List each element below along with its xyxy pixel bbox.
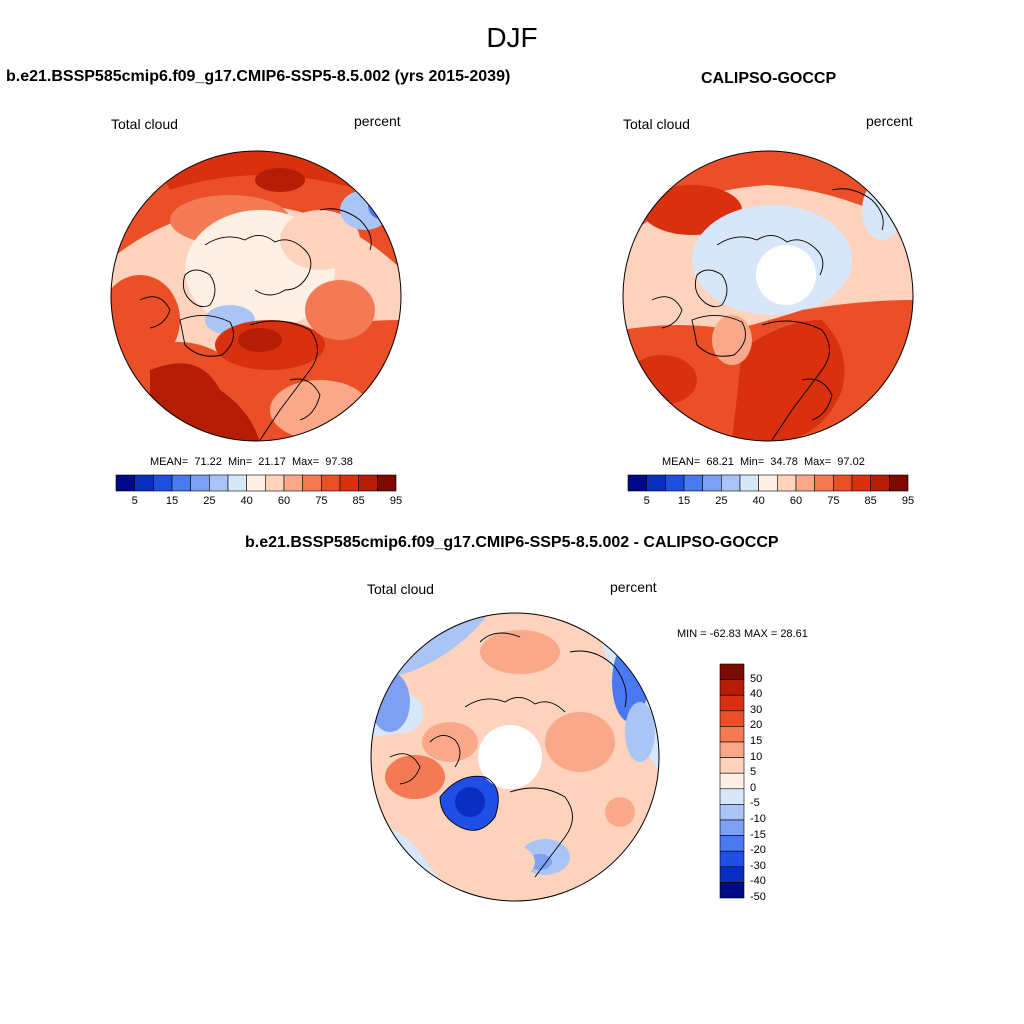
colorbar-box (851, 474, 871, 492)
colorbar-box (339, 474, 359, 492)
panel1-stats: MEAN= 71.22 Min= 21.17 Max= 97.38 (150, 456, 353, 468)
panel2-stats: MEAN= 68.21 Min= 34.78 Max= 97.02 (662, 456, 865, 468)
colorbar-box (265, 474, 285, 492)
colorbar-box (702, 474, 722, 492)
colorbar-tick-label: 0 (750, 781, 757, 794)
colorbar-box (719, 741, 745, 758)
panel3-stats: MIN = -62.83 MAX = 28.61 (677, 628, 808, 640)
colorbar-box (153, 474, 173, 492)
colorbar-box (683, 474, 703, 492)
colorbar-tick-label: 5 (643, 495, 650, 507)
season-title: DJF (486, 22, 538, 53)
colorbar-box (377, 474, 397, 492)
panel3-variable-label: Total cloud (367, 581, 434, 597)
colorbar-tick-label: 25 (715, 495, 728, 507)
colorbar-box (190, 474, 210, 492)
colorbar-box (665, 474, 685, 492)
colorbar-box (283, 474, 303, 492)
panel1-colorbar (115, 474, 397, 492)
colorbar-tick-label: 5 (131, 495, 138, 507)
panel1-variable-label: Total cloud (111, 116, 178, 132)
colorbar-box (739, 474, 759, 492)
colorbar-box (719, 772, 745, 790)
colorbar-box (889, 474, 909, 492)
colorbar-tick-label: -5 (750, 797, 760, 810)
colorbar-box (719, 835, 745, 852)
colorbar-box (627, 474, 647, 492)
colorbar-tick-label: 85 (864, 495, 877, 507)
colorbar-box (833, 474, 853, 492)
colorbar-tick-label: 5 (750, 766, 757, 779)
colorbar-tick-label: -50 (750, 891, 766, 903)
colorbar-box (321, 474, 341, 492)
colorbar-box (719, 663, 745, 680)
panel2-colorbar (627, 474, 909, 492)
colorbar-tick-label: -10 (750, 813, 766, 825)
colorbar-tick-label: 25 (203, 495, 216, 507)
colorbar-box (758, 474, 778, 492)
colorbar-tick-label: 40 (752, 495, 765, 507)
colorbar-tick-label: 75 (315, 495, 328, 507)
panel1-title: b.e21.BSSP585cmip6.f09_g17.CMIP6-SSP5-8.… (6, 68, 511, 85)
panel1-polar-map (110, 150, 402, 442)
colorbar-box (719, 804, 745, 821)
colorbar-tick-label: 15 (750, 735, 763, 747)
colorbar-box (795, 474, 815, 492)
colorbar-tick-label: -15 (750, 828, 766, 841)
panel1-units-label: percent (354, 113, 401, 129)
colorbar-tick-label: -30 (750, 859, 766, 872)
colorbar-box (719, 726, 745, 743)
panel2-units-label: percent (866, 113, 913, 129)
colorbar-tick-label: 60 (277, 495, 291, 507)
colorbar-box (719, 882, 745, 899)
panel2-variable-label: Total cloud (623, 116, 690, 132)
colorbar-tick-label: 40 (750, 688, 763, 701)
colorbar-tick-label: 30 (750, 703, 763, 716)
colorbar-tick-label: 15 (677, 495, 691, 507)
colorbar-box (719, 850, 745, 868)
colorbar-tick-label: 10 (750, 750, 763, 763)
colorbar-tick-label: 95 (389, 495, 403, 507)
colorbar-tick-label: 40 (240, 495, 253, 507)
colorbar-tick-label: 15 (165, 495, 179, 507)
colorbar-box (719, 679, 745, 696)
colorbar-tick-label: 95 (901, 495, 915, 507)
colorbar-box (719, 710, 745, 727)
colorbar-box (646, 474, 666, 492)
colorbar-box (719, 866, 745, 883)
panel3-polar-map (370, 612, 660, 902)
colorbar-box (721, 474, 741, 492)
colorbar-tick-label: -40 (750, 875, 766, 888)
colorbar-tick-label: 20 (750, 719, 763, 732)
panel2-polar-map (622, 150, 914, 442)
colorbar-box (227, 474, 247, 492)
colorbar-tick-label: 75 (827, 495, 840, 507)
panel2-title: CALIPSO-GOCCP (701, 70, 837, 87)
colorbar-box (814, 474, 834, 492)
colorbar-box (358, 474, 378, 492)
colorbar-tick-label: 60 (789, 495, 803, 507)
colorbar-box (719, 819, 745, 836)
colorbar-box (719, 757, 745, 774)
panel3-units-label: percent (610, 579, 657, 595)
colorbar-box (209, 474, 229, 492)
colorbar-box (171, 474, 191, 492)
colorbar-box (134, 474, 154, 492)
colorbar-box (302, 474, 322, 492)
panel3-title: b.e21.BSSP585cmip6.f09_g17.CMIP6-SSP5-8.… (245, 534, 779, 551)
colorbar-box (870, 474, 890, 492)
colorbar-box (246, 474, 266, 492)
panel3-colorbar (719, 663, 745, 899)
colorbar-tick-label: -20 (750, 844, 766, 857)
colorbar-box (719, 694, 745, 712)
colorbar-box (777, 474, 797, 492)
colorbar-box (719, 788, 745, 805)
colorbar-tick-label: 50 (750, 672, 763, 685)
colorbar-tick-label: 85 (352, 495, 365, 507)
colorbar-box (115, 474, 135, 492)
